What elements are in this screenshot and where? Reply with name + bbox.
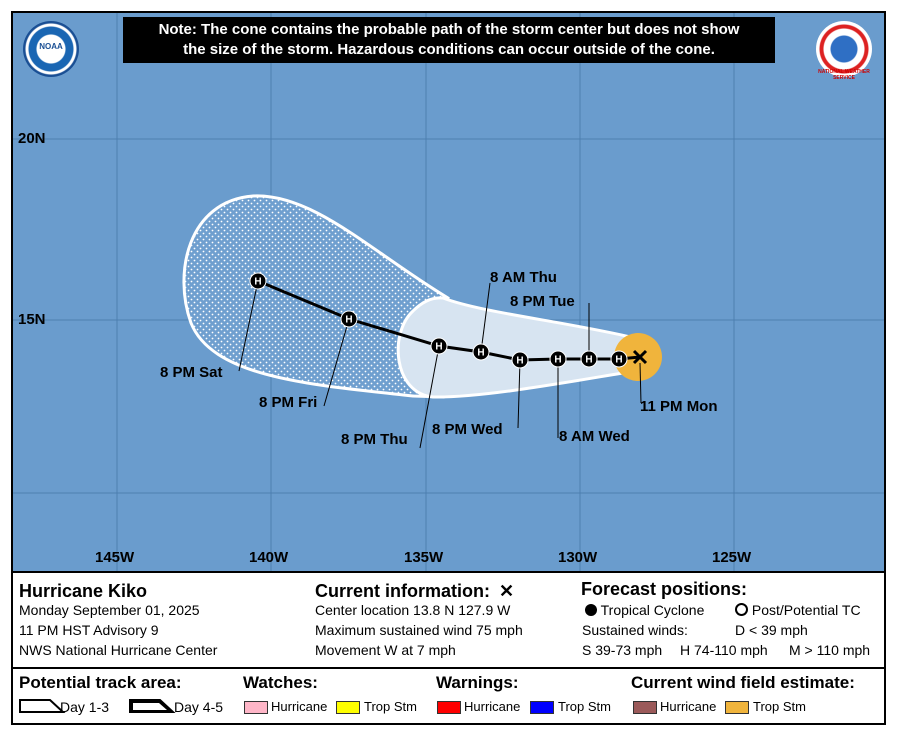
forecast-point-letter: H bbox=[435, 342, 442, 353]
open-circle-icon bbox=[735, 603, 748, 616]
watch-trop-swatch bbox=[336, 701, 360, 714]
disclaimer-line-2: the size of the storm. Hazardous conditi… bbox=[183, 41, 715, 58]
nws-logo: NATIONAL WEATHER SERVICE bbox=[816, 21, 872, 81]
label-8am-thu: 8 AM Thu bbox=[490, 269, 557, 286]
forecast-point-letter: H bbox=[477, 348, 484, 359]
track-area-title: Potential track area: bbox=[19, 673, 182, 692]
cone-day-4-5 bbox=[182, 194, 450, 399]
wind-field-title: Current wind field estimate: bbox=[631, 673, 855, 692]
map-canvas: H H H H H H H H bbox=[13, 13, 884, 571]
graticule bbox=[13, 13, 884, 571]
cone-day-1-3 bbox=[396, 296, 650, 399]
forecast-point-marker: H bbox=[549, 350, 567, 368]
noaa-logo-text: NOAA bbox=[39, 42, 63, 51]
forecast-point-marker: H bbox=[580, 350, 598, 368]
lon-label-125w: 125W bbox=[712, 549, 752, 566]
current-x-icon: ✕ bbox=[499, 581, 515, 601]
label-leaders bbox=[238, 280, 642, 449]
label-8pm-wed: 8 PM Wed bbox=[432, 421, 503, 438]
label-11pm-mon: 11 PM Mon bbox=[640, 398, 718, 415]
current-position-icon bbox=[632, 349, 648, 365]
current-info-title: Current information: ✕ bbox=[315, 581, 514, 602]
nws-logo-text: NATIONAL WEATHER SERVICE bbox=[818, 69, 870, 81]
movement: Movement W at 7 mph bbox=[315, 642, 456, 658]
graphic-frame: H H H H H H H H Note: The cone contains the pro… bbox=[11, 11, 886, 725]
noaa-logo: NOAA bbox=[23, 21, 79, 77]
forecast-point-letter: H bbox=[345, 315, 352, 326]
watch-hurricane-swatch bbox=[244, 701, 268, 714]
warn-trop-swatch bbox=[530, 701, 554, 714]
day-4-5-icon bbox=[129, 699, 176, 713]
forecast-point-marker: H bbox=[511, 351, 529, 369]
lat-label-15n: 15N bbox=[18, 311, 46, 328]
lon-label-145w: 145W bbox=[95, 549, 135, 566]
label-8am-wed: 8 AM Wed bbox=[559, 428, 630, 445]
watches-title: Watches: bbox=[243, 673, 318, 692]
lat-label-20n: 20N bbox=[18, 130, 46, 147]
forecast-points: H H H H H H H H bbox=[249, 272, 628, 369]
storm-advisory: 11 PM HST Advisory 9 bbox=[19, 622, 159, 638]
label-8pm-sat: 8 PM Sat bbox=[160, 364, 223, 381]
post-tc-key: Post/Potential TC bbox=[735, 602, 861, 618]
cone-disclaimer: Note: The cone contains the probable pat… bbox=[123, 17, 775, 63]
lon-label-135w: 135W bbox=[404, 549, 444, 566]
legend-panel: Potential track area: Day 1-3 Day 4-5 Wa… bbox=[13, 669, 884, 723]
label-8pm-fri: 8 PM Fri bbox=[259, 394, 318, 411]
wind-h-key: H 74-110 mph bbox=[680, 642, 768, 658]
forecast-positions-title: Forecast positions: bbox=[581, 579, 748, 599]
forecast-point-letter: H bbox=[585, 355, 592, 366]
forecast-point-letter: H bbox=[516, 356, 523, 367]
storm-name: Hurricane Kiko bbox=[19, 581, 148, 601]
forecast-point-marker: H bbox=[249, 272, 267, 290]
issuing-center: NWS National Hurricane Center bbox=[19, 642, 218, 658]
forecast-point-letter: H bbox=[615, 355, 622, 366]
storm-date: Monday September 01, 2025 bbox=[19, 602, 200, 618]
warnings-title: Warnings: bbox=[436, 673, 519, 692]
max-wind: Maximum sustained wind 75 mph bbox=[315, 622, 523, 638]
watch-trop-label: Trop Stm bbox=[364, 699, 417, 714]
day-1-3-icon bbox=[19, 699, 66, 713]
lon-label-130w: 130W bbox=[558, 549, 598, 566]
wind-hurricane-swatch bbox=[633, 701, 657, 714]
wind-trop-swatch bbox=[725, 701, 749, 714]
disclaimer-line-1: Note: The cone contains the probable pat… bbox=[158, 21, 740, 38]
warn-hurricane-swatch bbox=[437, 701, 461, 714]
label-8pm-thu: 8 PM Thu bbox=[341, 431, 408, 448]
filled-circle-icon bbox=[585, 604, 597, 616]
tropical-cyclone-label: Tropical Cyclone bbox=[600, 602, 705, 618]
warn-hurricane-label: Hurricane bbox=[464, 699, 521, 714]
forecast-point-letter: H bbox=[554, 355, 561, 366]
watch-hurricane-label: Hurricane bbox=[271, 699, 328, 714]
wind-s-key: S 39-73 mph bbox=[582, 642, 663, 658]
info-panel: Hurricane Kiko Monday September 01, 2025… bbox=[13, 573, 884, 669]
wind-hurricane-label: Hurricane bbox=[660, 699, 717, 714]
forecast-point-marker: H bbox=[472, 343, 490, 361]
forecast-map: H H H H H H H H Note: The cone contains the pro… bbox=[13, 13, 884, 573]
lon-label-140w: 140W bbox=[249, 549, 289, 566]
day-4-5-label: Day 4-5 bbox=[174, 699, 224, 715]
day-1-3-label: Day 1-3 bbox=[60, 699, 110, 715]
label-8pm-tue: 8 PM Tue bbox=[510, 293, 575, 310]
warn-trop-label: Trop Stm bbox=[558, 699, 611, 714]
forecast-point-letter: H bbox=[254, 277, 261, 288]
tropical-cyclone-key: Tropical Cyclone bbox=[585, 602, 704, 618]
current-info-title-text: Current information: bbox=[315, 581, 490, 601]
post-tc-label: Post/Potential TC bbox=[751, 602, 861, 618]
wind-trop-label: Trop Stm bbox=[753, 699, 806, 714]
forecast-point-marker: H bbox=[340, 310, 358, 328]
wind-m-key: M > 110 mph bbox=[789, 642, 871, 658]
wind-d-key: D < 39 mph bbox=[735, 622, 808, 638]
forecast-point-marker: H bbox=[430, 337, 448, 355]
sustained-winds-label: Sustained winds: bbox=[582, 622, 688, 638]
forecast-point-marker: H bbox=[610, 350, 628, 368]
center-location: Center location 13.8 N 127.9 W bbox=[315, 602, 511, 618]
